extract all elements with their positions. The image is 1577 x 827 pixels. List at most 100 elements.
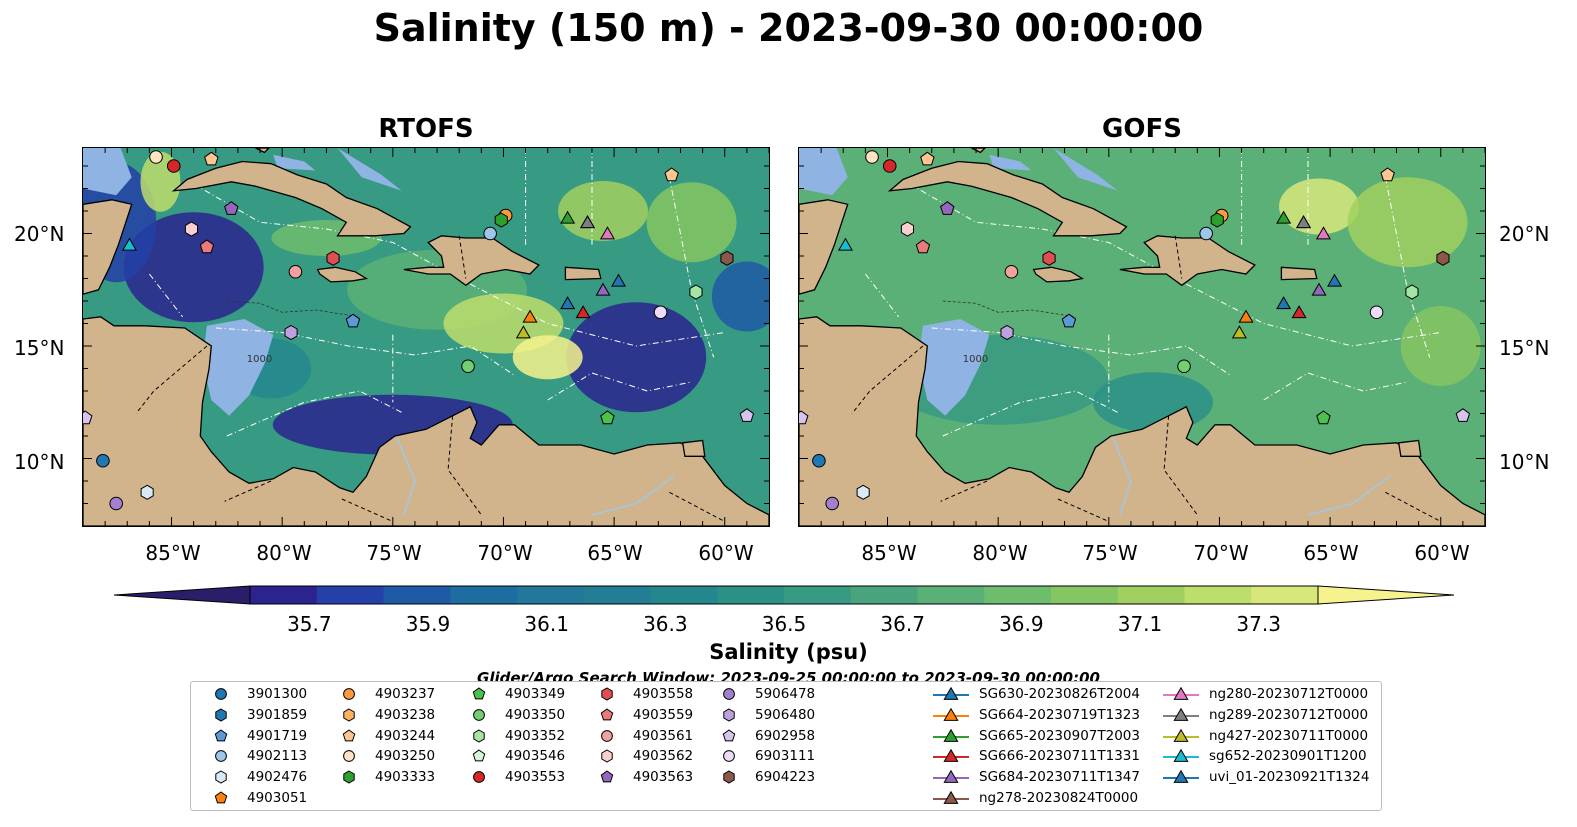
marker-6904223 (1436, 250, 1450, 266)
legend-symbol (1173, 769, 1189, 784)
legend-symbol (723, 750, 735, 763)
colorbar-segment (250, 586, 318, 604)
country-border (458, 235, 467, 279)
legend-marker (933, 769, 969, 784)
lon-label-80w: 80°W (256, 541, 312, 565)
legend-marker (215, 688, 227, 700)
legend-marker (215, 750, 227, 763)
legend-marker (342, 728, 356, 741)
legend-marker (933, 790, 969, 804)
legend-label: 4903333 (375, 769, 436, 786)
lat-label-20n-right: 20°N (1499, 222, 1550, 246)
marker-4901719 (345, 313, 361, 328)
legend-symbol (943, 728, 959, 742)
legend-label: ng289-20230712T0000 (1209, 706, 1369, 723)
marker-4903559 (915, 239, 931, 254)
legend-symbol (473, 771, 485, 784)
marker-ng427-20230711T0000 (515, 325, 531, 339)
country-border (1057, 498, 1110, 522)
eez-boundary (149, 273, 183, 318)
country-border (341, 498, 394, 522)
legend-marker (600, 708, 614, 721)
colorbar-tick-label: 36.7 (880, 612, 925, 636)
country-border (851, 345, 924, 414)
salinity-patch (1279, 178, 1360, 235)
legend-marker (933, 749, 969, 763)
marker-4903562 (900, 221, 914, 237)
marker-5906478 (825, 496, 839, 511)
colorbar-tick-label: 36.3 (643, 612, 688, 636)
eez-boundary (215, 327, 515, 376)
colorbar-segment (917, 586, 985, 604)
bathymetry-contour (226, 300, 360, 318)
legend-marker (601, 687, 613, 701)
legend-symbol (600, 708, 614, 721)
country-border (135, 345, 208, 414)
colorbar-extend-min (114, 585, 251, 605)
lon-label-70w-right: 70°W (1193, 541, 1249, 565)
land-mass (1397, 439, 1422, 457)
land-mass (403, 235, 540, 287)
salinity-patch (558, 181, 649, 241)
legend-marker (343, 770, 355, 784)
colorbar-segment (984, 586, 1052, 604)
legend-symbol (214, 728, 228, 741)
eez-boundary (547, 372, 692, 401)
legend-marker (1163, 686, 1199, 700)
land-mass (1119, 235, 1256, 287)
marker-5906480 (1000, 324, 1014, 341)
marker-4903244 (204, 151, 219, 166)
colorbar-segment (517, 586, 585, 604)
marker-4903244 (1380, 167, 1395, 182)
marker-6904223 (720, 250, 734, 266)
marker-SG630-20230826T2004 (1327, 273, 1343, 287)
marker-ng427-20230711T0000 (1231, 325, 1247, 339)
marker-SG630-20230826T2004 (611, 273, 627, 287)
legend-marker (723, 750, 735, 763)
legend-symbol (1173, 707, 1189, 721)
legend-label: 4902476 (247, 769, 308, 786)
legend-label: 4901719 (247, 727, 308, 744)
marker-6902958 (739, 408, 755, 422)
marker-SG684-20230711T1347 (1311, 282, 1327, 296)
legend-marker (473, 729, 485, 743)
lon-label-65w-right: 65°W (1303, 541, 1359, 565)
marker-6902958 (1455, 408, 1471, 422)
country-border (1174, 235, 1183, 279)
marker-6902958 (83, 410, 93, 425)
land-mass (799, 199, 849, 295)
marker-4903562 (184, 221, 198, 237)
gofs-map: 1000 (798, 147, 1486, 527)
legend-symbol (943, 749, 959, 763)
legend-symbol (722, 728, 736, 741)
legend-marker (933, 707, 969, 721)
legend-marker (600, 770, 614, 783)
legend-marker (1163, 707, 1199, 721)
legend-label: 4903561 (633, 727, 694, 744)
legend-label: 4903250 (375, 748, 436, 765)
bathymetry-contour (942, 300, 1076, 318)
marker-4903558 (326, 250, 340, 266)
salinity-patch (711, 261, 769, 332)
salinity-patch (1400, 306, 1481, 386)
legend-symbol (473, 708, 485, 721)
legend-label: SG665-20230907T2003 (979, 727, 1140, 744)
bathymetry-label: 1000 (963, 354, 988, 365)
legend-label: 4903352 (505, 727, 566, 744)
legend-symbol (723, 688, 735, 700)
marker-3901300 (96, 453, 110, 468)
legend-symbol (1173, 686, 1189, 700)
bathymetry-label: 1000 (247, 354, 272, 365)
legend-marker (601, 749, 613, 763)
legend-symbol (1173, 749, 1189, 763)
marker-4903244 (920, 151, 935, 166)
marker-4903563 (940, 201, 955, 215)
country-border (669, 491, 725, 522)
marker-sg652-20230901T1200 (837, 237, 853, 251)
colorbar-segment (784, 586, 852, 604)
legend-label: SG630-20230826T2004 (979, 686, 1140, 702)
legend-label: 4903051 (247, 790, 308, 806)
legend-symbol (215, 770, 227, 784)
colorbar-tick-label: 35.9 (405, 612, 451, 636)
lon-label-65w: 65°W (587, 541, 643, 565)
